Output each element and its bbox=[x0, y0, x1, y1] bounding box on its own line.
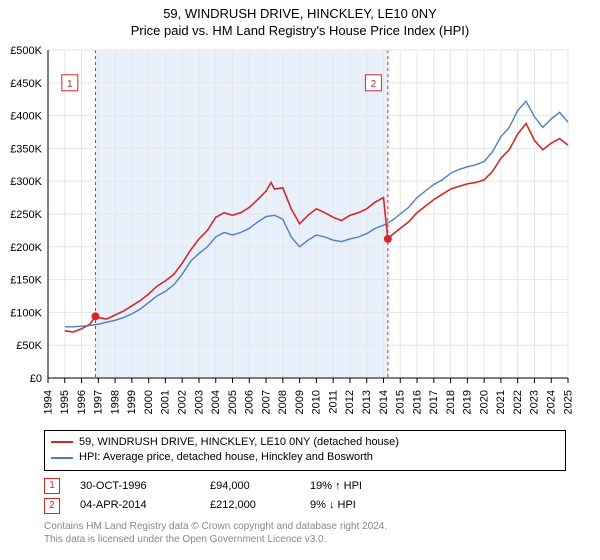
svg-text:2008: 2008 bbox=[277, 390, 289, 414]
svg-text:2021: 2021 bbox=[495, 390, 507, 414]
svg-text:1999: 1999 bbox=[126, 390, 138, 414]
legend-row-hpi: HPI: Average price, detached house, Hinc… bbox=[51, 450, 559, 465]
svg-text:2013: 2013 bbox=[361, 390, 373, 414]
svg-text:£250K: £250K bbox=[10, 209, 42, 221]
attribution-line: Contains HM Land Registry data © Crown c… bbox=[44, 520, 566, 533]
svg-text:2010: 2010 bbox=[311, 390, 323, 414]
svg-text:2002: 2002 bbox=[176, 390, 188, 414]
chart-subtitle: Price paid vs. HM Land Registry's House … bbox=[0, 23, 600, 40]
svg-text:2003: 2003 bbox=[193, 390, 205, 414]
attribution: Contains HM Land Registry data © Crown c… bbox=[44, 520, 566, 546]
svg-text:2022: 2022 bbox=[512, 390, 524, 414]
chart-plot: £0 £50K £100K £150K £200K £250K £300K £350K £400… bbox=[0, 44, 600, 424]
svg-text:2005: 2005 bbox=[227, 390, 239, 414]
svg-text:2012: 2012 bbox=[344, 390, 356, 414]
svg-text:2007: 2007 bbox=[260, 390, 272, 414]
svg-text:£200K: £200K bbox=[10, 242, 42, 254]
legend-swatch bbox=[51, 457, 73, 459]
svg-text:2014: 2014 bbox=[378, 390, 390, 414]
svg-text:2020: 2020 bbox=[478, 390, 490, 414]
sale-date: 04-APR-2014 bbox=[80, 496, 190, 516]
svg-text:2024: 2024 bbox=[546, 390, 558, 414]
chart-titles: 59, WINDRUSH DRIVE, HINCKLEY, LE10 0NY P… bbox=[0, 0, 600, 44]
svg-text:2015: 2015 bbox=[395, 390, 407, 414]
chart-svg: £0 £50K £100K £150K £200K £250K £300K £350K £400… bbox=[0, 44, 600, 424]
legend: 59, WINDRUSH DRIVE, HINCKLEY, LE10 0NY (… bbox=[44, 430, 566, 471]
svg-text:2025: 2025 bbox=[562, 390, 574, 414]
svg-text:£150K: £150K bbox=[10, 274, 42, 286]
sale-price: £94,000 bbox=[210, 477, 290, 497]
svg-text:£450K: £450K bbox=[10, 78, 42, 90]
sale-marker-icon: 1 bbox=[44, 478, 60, 494]
sale-diff: 9% ↓ HPI bbox=[310, 496, 400, 516]
svg-text:2016: 2016 bbox=[411, 390, 423, 414]
sale-marker-icon: 2 bbox=[44, 498, 60, 514]
svg-text:£50K: £50K bbox=[16, 340, 42, 352]
sale-price: £212,000 bbox=[210, 496, 290, 516]
legend-label: HPI: Average price, detached house, Hinc… bbox=[79, 450, 373, 465]
svg-text:2001: 2001 bbox=[160, 390, 172, 414]
svg-text:£350K: £350K bbox=[10, 143, 42, 155]
sales-table: 1 30-OCT-1996 £94,000 19% ↑ HPI 2 04-APR… bbox=[44, 477, 566, 517]
svg-text:£300K: £300K bbox=[10, 176, 42, 188]
svg-text:£400K: £400K bbox=[10, 110, 42, 122]
legend-swatch bbox=[51, 441, 73, 443]
chart-container: { "title_main": "59, WINDRUSH DRIVE, HIN… bbox=[0, 0, 600, 546]
sale-row: 2 04-APR-2014 £212,000 9% ↓ HPI bbox=[44, 496, 566, 516]
svg-text:2018: 2018 bbox=[445, 390, 457, 414]
legend-row-price-paid: 59, WINDRUSH DRIVE, HINCKLEY, LE10 0NY (… bbox=[51, 435, 559, 450]
sale-row: 1 30-OCT-1996 £94,000 19% ↑ HPI bbox=[44, 477, 566, 497]
svg-text:2000: 2000 bbox=[143, 390, 155, 414]
svg-text:£0: £0 bbox=[30, 373, 42, 385]
svg-text:1996: 1996 bbox=[76, 390, 88, 414]
chart-title: 59, WINDRUSH DRIVE, HINCKLEY, LE10 0NY bbox=[0, 6, 600, 23]
svg-text:2009: 2009 bbox=[294, 390, 306, 414]
svg-text:2004: 2004 bbox=[210, 390, 222, 414]
sale-diff: 19% ↑ HPI bbox=[310, 477, 400, 497]
svg-text:1998: 1998 bbox=[109, 390, 121, 414]
svg-text:1997: 1997 bbox=[93, 390, 105, 414]
svg-text:2011: 2011 bbox=[327, 390, 339, 414]
svg-text:2023: 2023 bbox=[529, 390, 541, 414]
svg-text:2019: 2019 bbox=[462, 390, 474, 414]
svg-text:2006: 2006 bbox=[244, 390, 256, 414]
sale-date: 30-OCT-1996 bbox=[80, 477, 190, 497]
svg-text:1995: 1995 bbox=[59, 390, 71, 414]
svg-text:2: 2 bbox=[371, 79, 377, 90]
svg-text:£100K: £100K bbox=[10, 307, 42, 319]
svg-text:1994: 1994 bbox=[42, 390, 54, 414]
svg-text:1: 1 bbox=[67, 79, 73, 90]
attribution-line: This data is licensed under the Open Gov… bbox=[44, 533, 566, 546]
legend-label: 59, WINDRUSH DRIVE, HINCKLEY, LE10 0NY (… bbox=[79, 435, 399, 450]
svg-text:2017: 2017 bbox=[428, 390, 440, 414]
svg-text:£500K: £500K bbox=[10, 45, 42, 57]
